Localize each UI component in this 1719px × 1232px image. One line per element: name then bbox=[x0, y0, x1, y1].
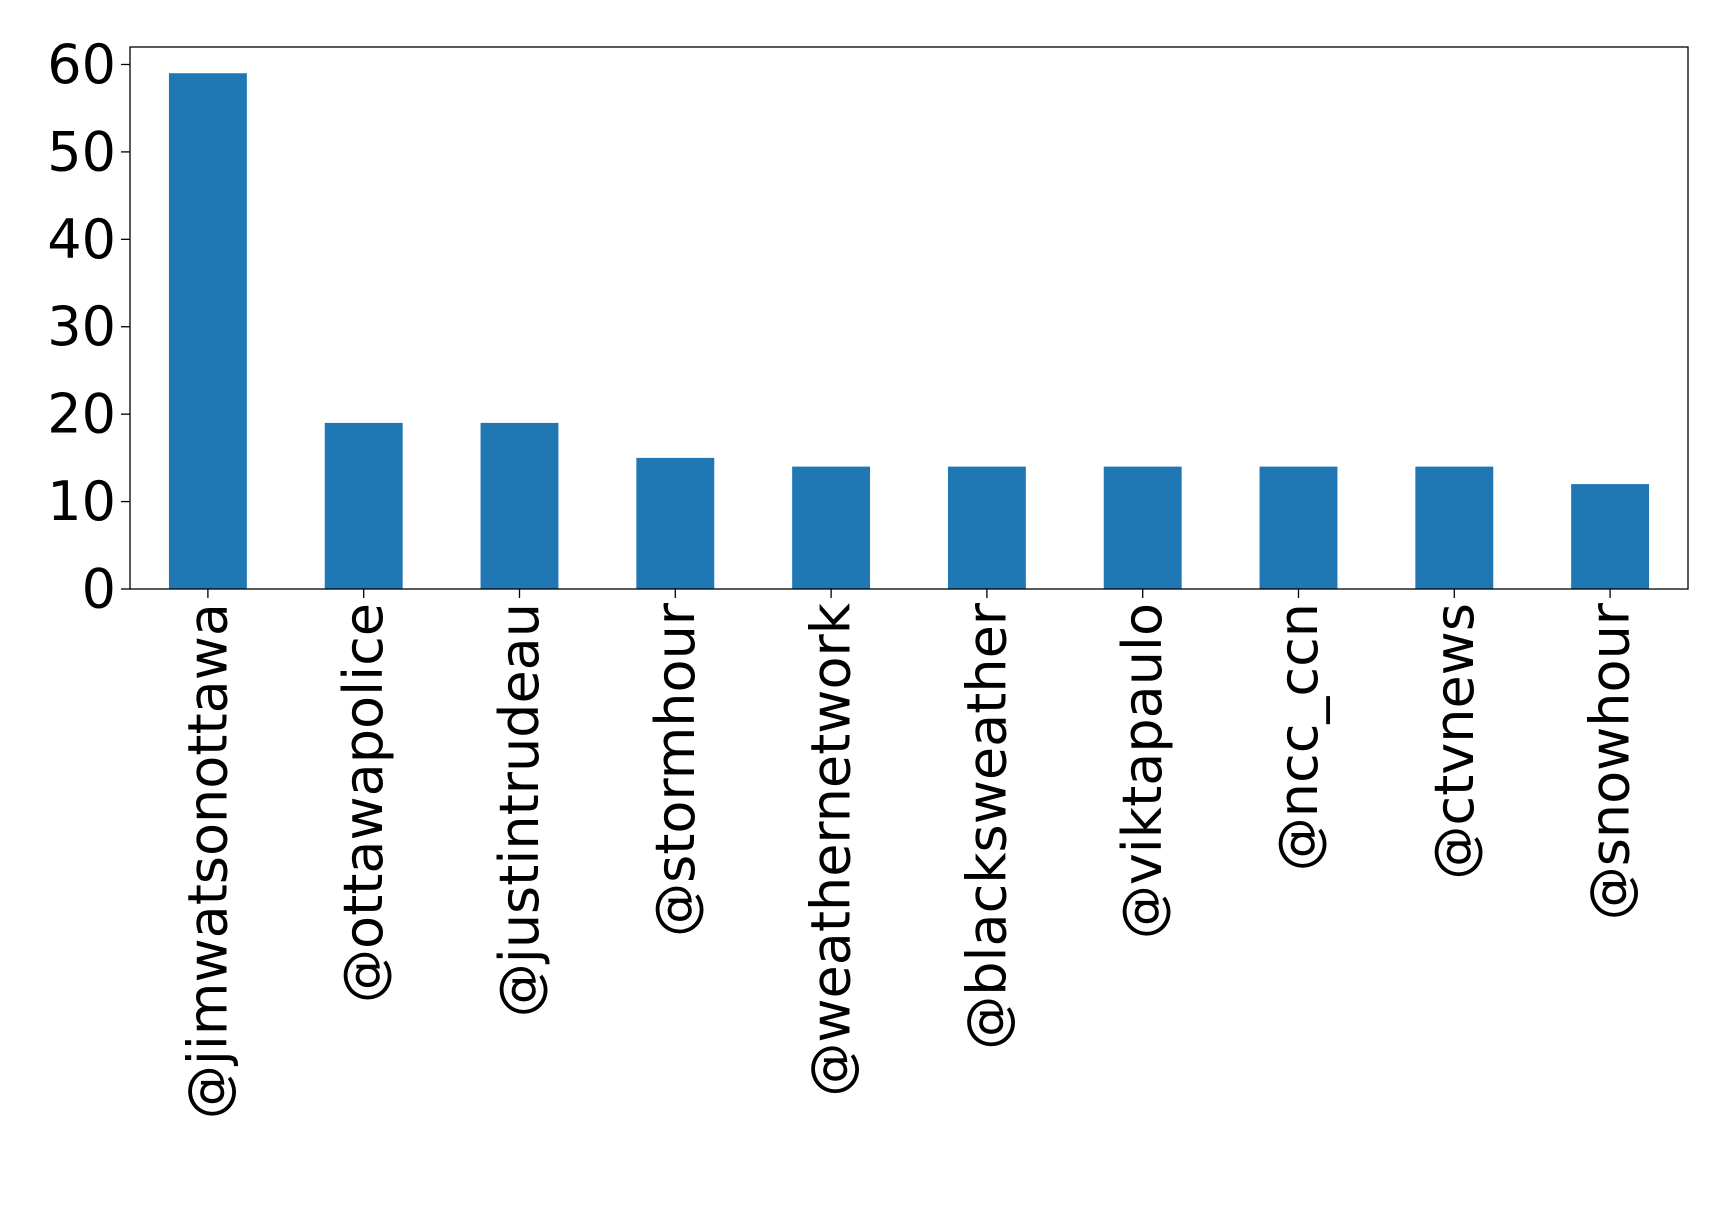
x-tick-label: @viktapaulo bbox=[1111, 603, 1174, 939]
x-tick-label: @weathernetwork bbox=[800, 602, 863, 1096]
y-tick-label: 40 bbox=[47, 208, 116, 271]
y-tick-label: 10 bbox=[47, 470, 116, 533]
bar-stormhour bbox=[636, 457, 715, 589]
y-tick-label: 20 bbox=[47, 383, 116, 446]
x-tick-label: @ctvnews bbox=[1423, 603, 1486, 880]
bar-blacksweather bbox=[947, 466, 1026, 589]
x-tick-label: @snowhour bbox=[1579, 602, 1642, 920]
bar-jimwatsonottawa bbox=[168, 73, 247, 589]
x-tick-label: @jimwatsonottawa bbox=[176, 603, 239, 1119]
x-tick-label: @stormhour bbox=[644, 602, 707, 937]
bar-justintrudeau bbox=[480, 422, 559, 589]
bar-ncc-ccn bbox=[1259, 466, 1338, 589]
bar-viktapaulo bbox=[1103, 466, 1182, 589]
bar-ctvnews bbox=[1415, 466, 1494, 589]
bars-layer bbox=[168, 73, 1650, 589]
x-tick-label: @blacksweather bbox=[955, 602, 1018, 1050]
plot-frame bbox=[129, 46, 1689, 590]
x-tick-label: @ottawapolice bbox=[332, 603, 395, 1003]
x-tick-label: @ncc_ccn bbox=[1267, 603, 1330, 871]
bar-weathernetwork bbox=[792, 466, 871, 589]
bar-snowhour bbox=[1571, 484, 1650, 589]
y-tick-label: 30 bbox=[47, 295, 116, 358]
x-axis: @jimwatsonottawa @ottawapolice @justintrud… bbox=[176, 589, 1642, 1119]
bar-ottawapolice bbox=[324, 422, 403, 589]
y-tick-label: 0 bbox=[82, 558, 116, 621]
y-tick-label: 60 bbox=[47, 33, 116, 96]
x-tick-label: @justintrudeau bbox=[488, 603, 551, 1017]
y-tick-label: 50 bbox=[47, 120, 116, 183]
y-axis: 0 10 20 30 40 50 60 bbox=[47, 33, 130, 621]
